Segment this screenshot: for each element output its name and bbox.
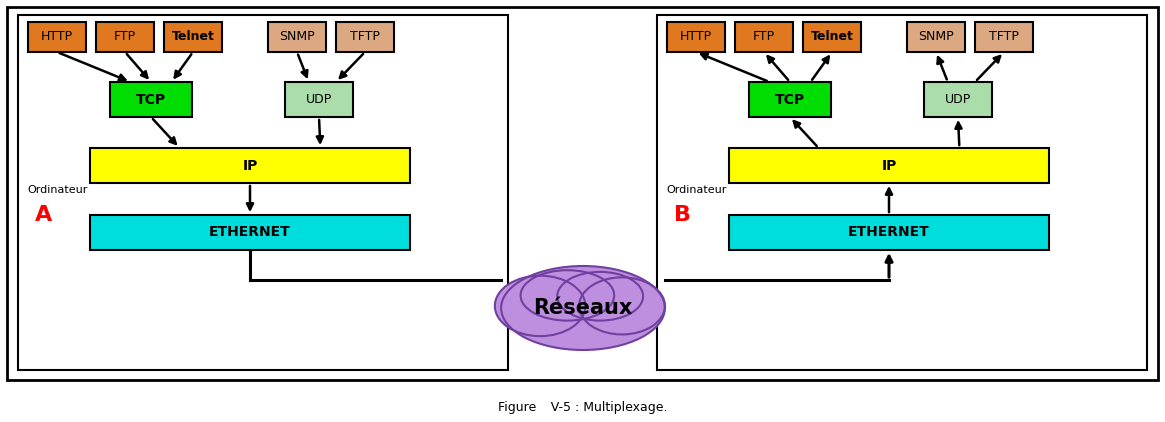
Bar xyxy=(90,148,410,183)
Bar xyxy=(7,7,1158,380)
Bar xyxy=(96,22,154,52)
Text: IP: IP xyxy=(242,159,257,173)
Text: Réseaux: Réseaux xyxy=(534,298,633,318)
Bar xyxy=(336,22,394,52)
Text: FTP: FTP xyxy=(753,30,775,43)
Bar xyxy=(924,82,993,117)
Bar xyxy=(28,22,86,52)
Bar xyxy=(729,215,1048,250)
Text: B: B xyxy=(675,205,691,225)
Text: TCP: TCP xyxy=(775,92,805,106)
Text: TFTP: TFTP xyxy=(350,30,380,43)
Bar xyxy=(110,82,192,117)
Bar xyxy=(17,15,508,370)
Ellipse shape xyxy=(495,276,585,336)
Text: Ordinateur: Ordinateur xyxy=(27,185,87,195)
Text: Figure    V-5 : Multiplexage.: Figure V-5 : Multiplexage. xyxy=(497,401,668,414)
Bar xyxy=(164,22,223,52)
Text: TCP: TCP xyxy=(136,92,167,106)
Bar xyxy=(268,22,326,52)
Ellipse shape xyxy=(579,277,665,335)
Text: SNMP: SNMP xyxy=(280,30,315,43)
Bar xyxy=(735,22,793,52)
Bar xyxy=(749,82,831,117)
Text: SNMP: SNMP xyxy=(918,30,954,43)
Text: Telnet: Telnet xyxy=(171,30,214,43)
Bar xyxy=(975,22,1033,52)
Ellipse shape xyxy=(501,266,665,350)
Ellipse shape xyxy=(557,272,643,321)
Ellipse shape xyxy=(521,270,614,321)
Text: IP: IP xyxy=(881,159,897,173)
Text: Ordinateur: Ordinateur xyxy=(666,185,726,195)
Bar xyxy=(729,148,1048,183)
Bar xyxy=(657,15,1148,370)
Text: HTTP: HTTP xyxy=(41,30,73,43)
Text: FTP: FTP xyxy=(114,30,136,43)
Bar xyxy=(803,22,861,52)
Bar xyxy=(90,215,410,250)
Text: Telnet: Telnet xyxy=(811,30,854,43)
Text: TFTP: TFTP xyxy=(989,30,1019,43)
Text: UDP: UDP xyxy=(306,93,332,106)
Bar xyxy=(668,22,725,52)
Text: ETHERNET: ETHERNET xyxy=(848,225,930,240)
Text: ETHERNET: ETHERNET xyxy=(210,225,291,240)
Text: A: A xyxy=(35,205,52,225)
Text: HTTP: HTTP xyxy=(680,30,712,43)
Bar xyxy=(285,82,353,117)
Text: UDP: UDP xyxy=(945,93,972,106)
Bar xyxy=(908,22,965,52)
